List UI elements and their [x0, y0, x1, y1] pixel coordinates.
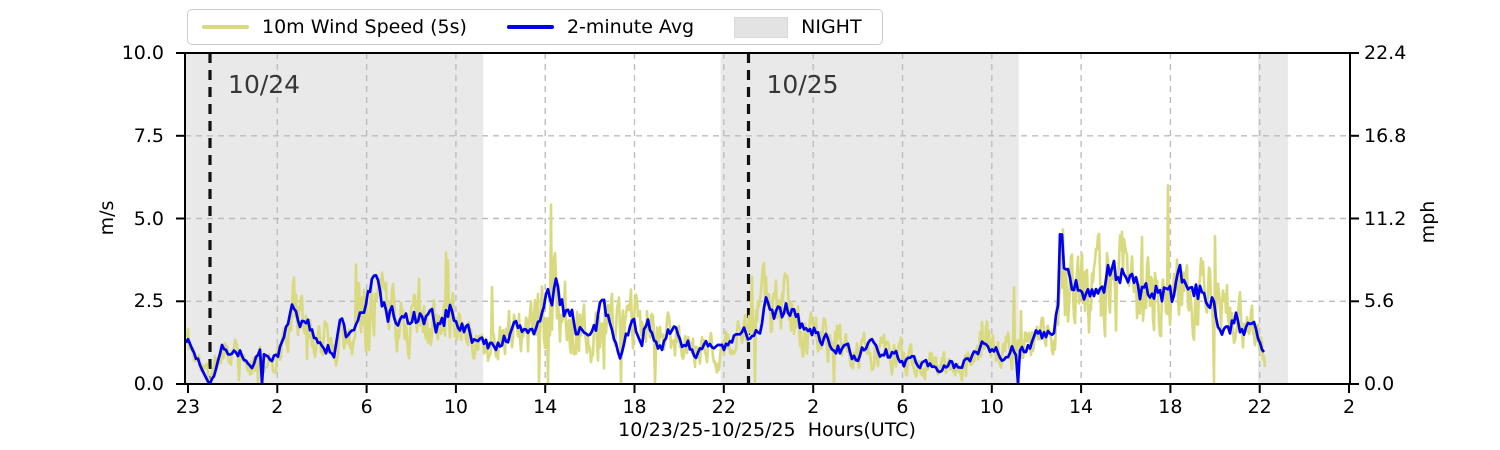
x-tick-label: 2: [807, 396, 820, 418]
day-boundary-label: 10/24: [228, 70, 301, 99]
y-tick-label-right: 0.0: [1364, 373, 1395, 395]
night-patch-swatch-icon: [734, 16, 789, 38]
x-tick-label: 6: [896, 396, 909, 418]
x-tick-label: 2: [271, 396, 284, 418]
y-tick-label-left: 0.0: [133, 373, 164, 395]
legend-item-avg: 2-minute Avg: [506, 16, 695, 38]
x-tick-label: 18: [1158, 396, 1183, 418]
y-tick-label-left: 2.5: [133, 290, 164, 313]
legend-label-gust: 10m Wind Speed (5s): [262, 16, 467, 38]
x-tick-label: 14: [533, 396, 558, 418]
y-tick-label-right: 16.8: [1364, 124, 1407, 147]
x-axis-label: 10/23/25-10/25/25 Hours(UTC): [618, 419, 916, 441]
gust-line-swatch-icon: [202, 25, 249, 29]
night-shading-region: [1258, 53, 1288, 384]
average-series-line: [184, 232, 1266, 386]
y-tick-label-right: 5.6: [1364, 290, 1395, 313]
legend-item-night: NIGHT: [734, 16, 862, 38]
x-tick-label: 10: [443, 396, 469, 418]
gust-series-line: [185, 184, 1267, 386]
y-tick-label-left: 5.0: [133, 207, 164, 230]
x-tick-label: 6: [360, 396, 373, 418]
y-tick-label-left: 7.5: [133, 124, 164, 147]
y-tick-label-right: 22.4: [1364, 42, 1407, 64]
x-tick-label: 18: [622, 396, 647, 418]
y-tick-label-right: 11.2: [1364, 207, 1407, 230]
x-tick-label: 22: [711, 396, 736, 418]
legend-label-avg: 2-minute Avg: [566, 16, 695, 38]
y-tick-label-left: 10.0: [121, 42, 164, 64]
x-tick-label: 2: [1342, 396, 1356, 418]
avg-line-swatch-icon: [506, 25, 554, 29]
x-tick-label: 14: [1068, 396, 1094, 418]
chart-legend: 10m Wind Speed (5s) 2-minute Avg NIGHT: [187, 9, 883, 45]
day-boundary-label: 10/25: [766, 70, 839, 99]
x-tick-label: 10: [979, 396, 1004, 418]
x-tick-label: 23: [175, 396, 201, 418]
legend-item-gust: 10m Wind Speed (5s): [202, 16, 467, 38]
x-tick-label: 22: [1247, 396, 1272, 418]
legend-label-night: NIGHT: [801, 16, 862, 38]
